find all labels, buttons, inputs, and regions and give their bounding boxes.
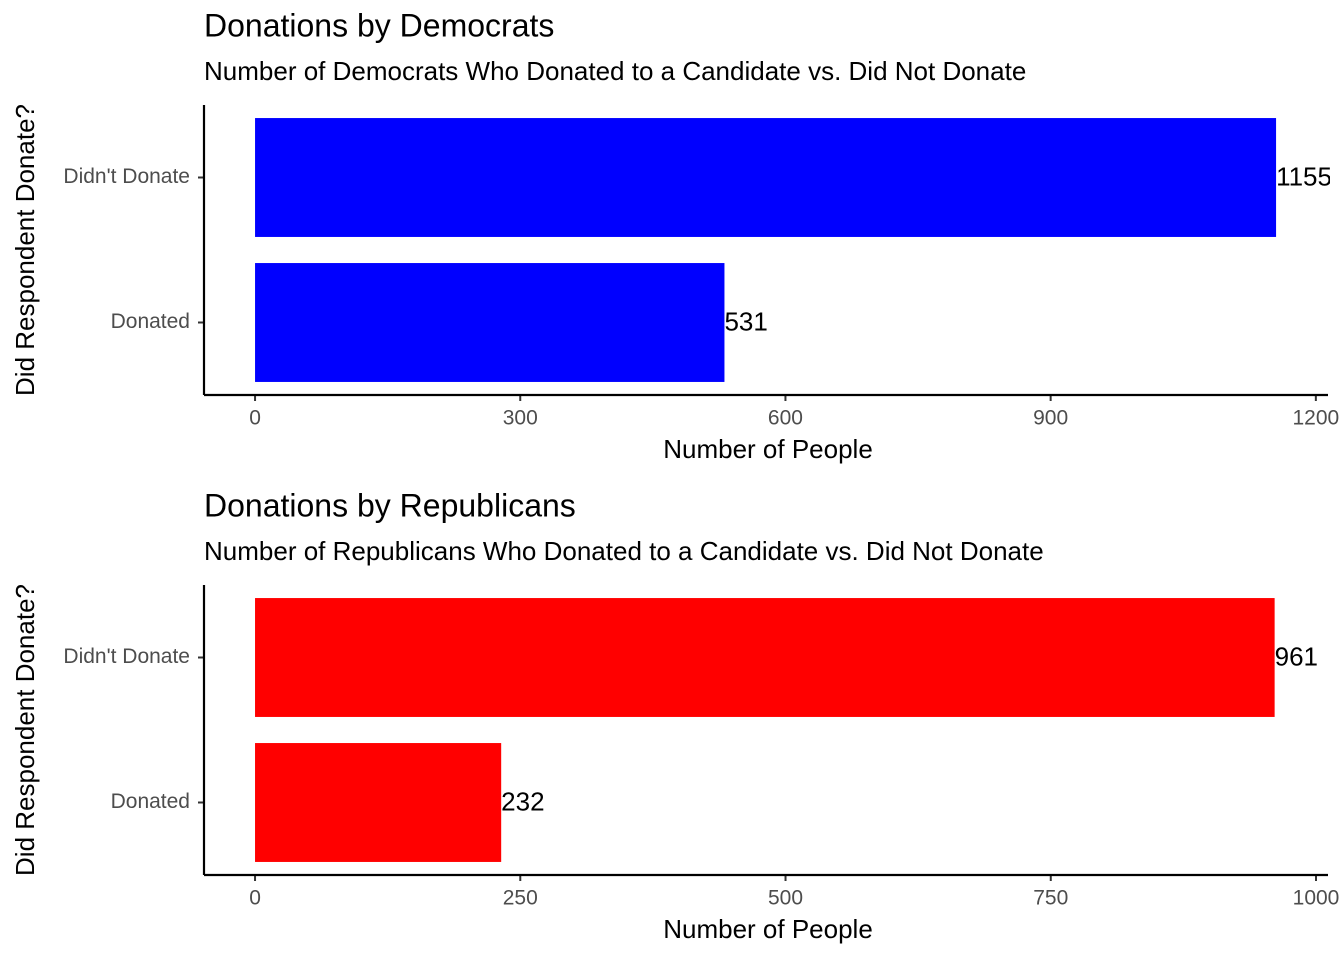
y-axis-title: Did Respondent Donate? <box>10 104 40 396</box>
data-label: 961 <box>1275 641 1318 671</box>
bar <box>255 743 502 862</box>
bar <box>255 263 725 382</box>
y-tick-label: Didn't Donate <box>63 165 190 188</box>
x-tick-label: 250 <box>503 887 538 910</box>
y-tick-label: Donated <box>111 790 190 813</box>
x-tick-label: 0 <box>249 887 261 910</box>
x-tick-label: 900 <box>1033 407 1068 430</box>
chart-panel: Donations by Democrats Number of Democrat… <box>10 7 1339 463</box>
x-axis-title: Number of People <box>663 434 873 464</box>
data-label: 1155 <box>1276 161 1332 191</box>
x-tick-label: 1000 <box>1293 887 1340 910</box>
chart-title: Donations by Republicans <box>204 487 576 523</box>
x-tick-label: 300 <box>503 407 538 430</box>
x-tick-label: 600 <box>768 407 803 430</box>
data-label: 232 <box>501 786 544 816</box>
data-label: 531 <box>724 306 767 336</box>
y-tick-label: Didn't Donate <box>63 645 190 668</box>
x-tick-label: 1200 <box>1292 407 1339 430</box>
bar <box>255 118 1277 237</box>
y-tick-label: Donated <box>111 310 190 333</box>
bar <box>255 598 1275 717</box>
x-axis-title: Number of People <box>663 914 873 944</box>
chart-title: Donations by Democrats <box>204 7 554 43</box>
chart-subtitle: Number of Republicans Who Donated to a C… <box>204 536 1044 566</box>
chart-subtitle: Number of Democrats Who Donated to a Can… <box>204 56 1026 86</box>
y-axis-title: Did Respondent Donate? <box>10 584 40 876</box>
x-tick-label: 500 <box>768 887 803 910</box>
x-tick-label: 750 <box>1033 887 1068 910</box>
chart-panel: Donations by Republicans Number of Republ… <box>10 487 1339 943</box>
x-tick-label: 0 <box>249 407 261 430</box>
